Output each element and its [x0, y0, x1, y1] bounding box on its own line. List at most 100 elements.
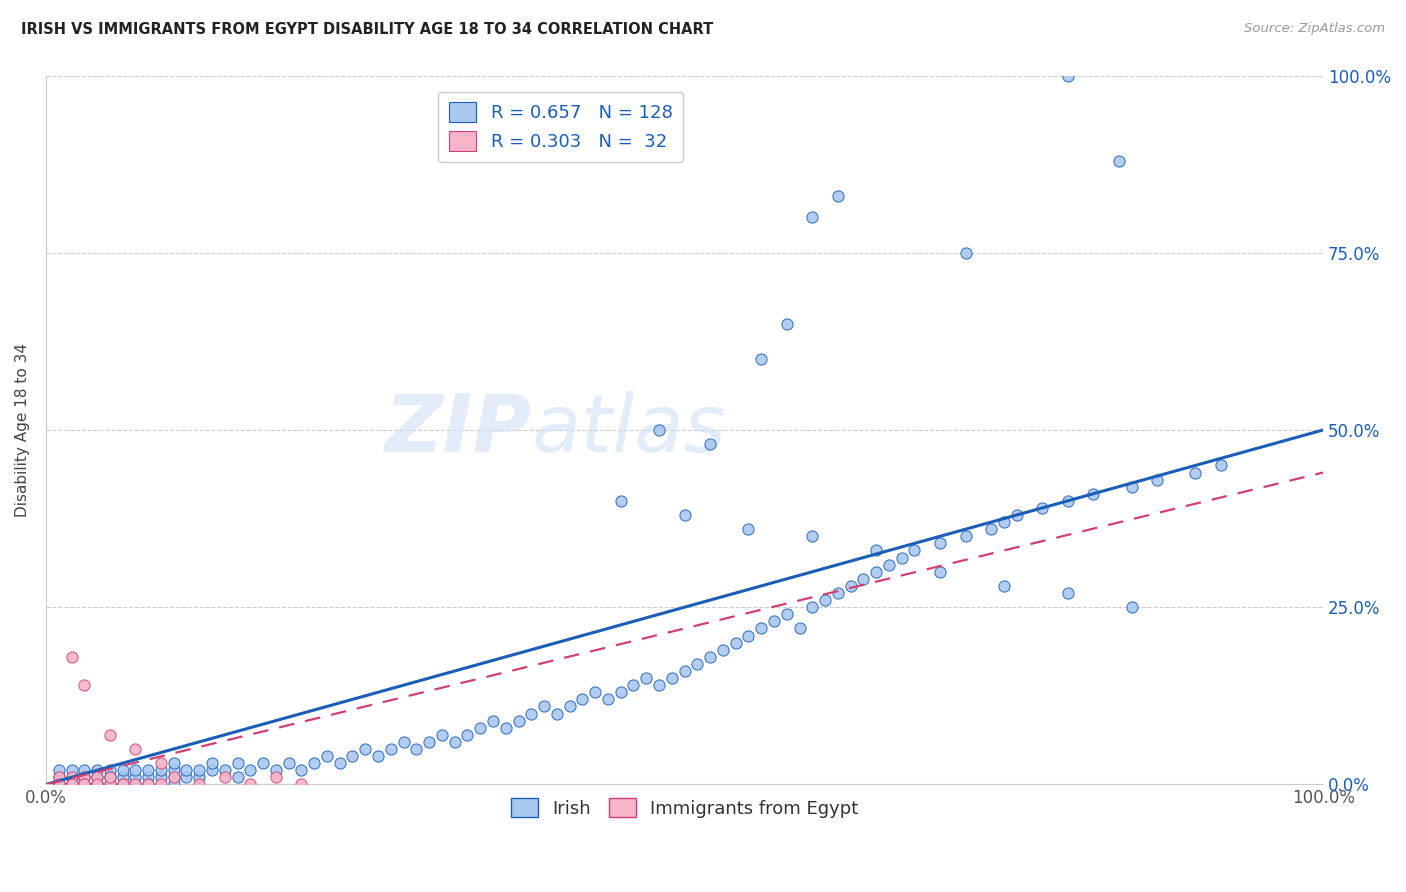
Point [903, 543, 925, 558]
Point [60, 770, 83, 784]
Point [98, 770, 121, 784]
Point [699, 437, 721, 451]
Point [149, 777, 172, 791]
Point [73, 678, 96, 692]
Point [392, 735, 415, 749]
Point [609, 685, 631, 699]
Point [546, 706, 568, 721]
Point [73, 770, 96, 784]
Point [776, 317, 799, 331]
Point [188, 764, 211, 778]
Point [749, 622, 772, 636]
Point [98, 777, 121, 791]
Point [316, 749, 339, 764]
Point [673, 664, 696, 678]
Point [111, 777, 134, 791]
Point [801, 529, 824, 543]
Point [239, 777, 262, 791]
Point [188, 770, 211, 784]
Point [98, 770, 121, 784]
Point [60, 777, 83, 791]
Point [136, 777, 159, 791]
Point [533, 699, 555, 714]
Point [226, 756, 249, 771]
Point [865, 543, 887, 558]
Point [124, 777, 146, 791]
Point [73, 770, 96, 784]
Point [48, 770, 70, 784]
Point [98, 728, 121, 742]
Point [801, 600, 824, 615]
Point [73, 777, 96, 791]
Point [111, 764, 134, 778]
Point [405, 742, 427, 756]
Point [111, 777, 134, 791]
Point [456, 728, 478, 742]
Point [124, 764, 146, 778]
Point [60, 777, 83, 791]
Point [955, 245, 977, 260]
Point [430, 728, 453, 742]
Point [264, 770, 287, 784]
Point [48, 777, 70, 791]
Point [980, 522, 1002, 536]
Point [1056, 69, 1078, 83]
Point [762, 615, 785, 629]
Point [699, 649, 721, 664]
Point [789, 622, 811, 636]
Point [929, 536, 952, 550]
Text: Source: ZipAtlas.com: Source: ZipAtlas.com [1244, 22, 1385, 36]
Point [495, 721, 517, 735]
Point [73, 764, 96, 778]
Point [86, 764, 108, 778]
Point [993, 579, 1015, 593]
Point [724, 635, 747, 649]
Point [1056, 586, 1078, 600]
Point [1031, 500, 1053, 515]
Point [827, 189, 849, 203]
Point [73, 777, 96, 791]
Y-axis label: Disability Age 18 to 34: Disability Age 18 to 34 [15, 343, 30, 517]
Point [98, 777, 121, 791]
Point [636, 671, 658, 685]
Point [136, 777, 159, 791]
Point [342, 749, 364, 764]
Point [214, 764, 236, 778]
Legend: Irish, Immigrants from Egypt: Irish, Immigrants from Egypt [503, 791, 866, 825]
Point [852, 572, 875, 586]
Point [86, 777, 108, 791]
Point [239, 764, 262, 778]
Point [814, 593, 837, 607]
Point [176, 770, 198, 784]
Point [124, 742, 146, 756]
Point [711, 642, 734, 657]
Point [1184, 466, 1206, 480]
Point [661, 671, 683, 685]
Point [163, 777, 186, 791]
Point [367, 749, 389, 764]
Point [520, 706, 543, 721]
Point [124, 777, 146, 791]
Point [136, 770, 159, 784]
Point [609, 494, 631, 508]
Point [558, 699, 581, 714]
Point [596, 692, 619, 706]
Point [264, 764, 287, 778]
Text: IRISH VS IMMIGRANTS FROM EGYPT DISABILITY AGE 18 TO 34 CORRELATION CHART: IRISH VS IMMIGRANTS FROM EGYPT DISABILIT… [21, 22, 713, 37]
Point [583, 685, 606, 699]
Point [737, 522, 759, 536]
Point [188, 777, 211, 791]
Point [1146, 473, 1168, 487]
Point [827, 586, 849, 600]
Point [290, 777, 312, 791]
Point [839, 579, 862, 593]
Point [60, 777, 83, 791]
Point [163, 764, 186, 778]
Point [48, 777, 70, 791]
Point [571, 692, 593, 706]
Point [163, 770, 186, 784]
Text: ZIP: ZIP [384, 391, 531, 469]
Point [380, 742, 402, 756]
Point [443, 735, 465, 749]
Point [48, 770, 70, 784]
